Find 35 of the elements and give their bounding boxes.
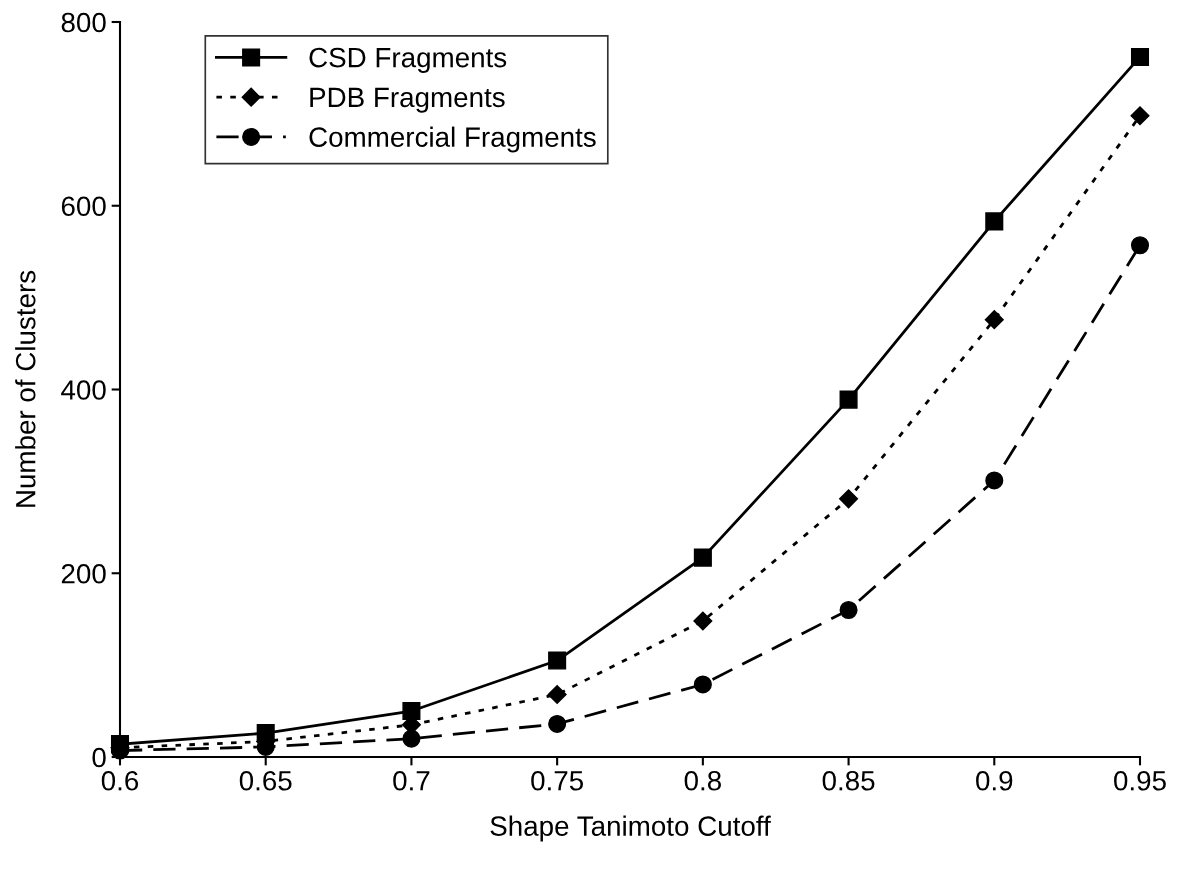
point [693, 548, 712, 567]
legend-label: CSD Fragments [309, 47, 507, 73]
point [402, 729, 421, 748]
point [693, 611, 713, 631]
point [839, 489, 859, 509]
y-tick-label: 200 [61, 563, 106, 584]
point [839, 390, 858, 409]
x-tick-label: 0.9 [976, 770, 1013, 791]
point [1130, 106, 1150, 126]
legend-label: Commercial Fragments [309, 126, 596, 153]
y-tick-label: 0 [92, 747, 106, 768]
y-tick-label: 600 [61, 196, 106, 217]
point [984, 310, 1004, 330]
x-tick-label: 0.85 [822, 770, 875, 791]
x-tick-label: 0.7 [393, 770, 430, 791]
point [985, 471, 1004, 490]
point [1130, 47, 1150, 66]
x-axis-title: Shape Tanimoto Cutoff [490, 815, 771, 842]
y-axis-title: Number of Clusters [15, 270, 36, 507]
x-tick-label: 0.6 [101, 770, 139, 791]
x-tick-label: 0.95 [1114, 770, 1166, 791]
point [985, 212, 1004, 231]
point [402, 702, 421, 721]
point [548, 651, 567, 670]
y-tick-label: 800 [61, 12, 106, 33]
x-tick-label: 0.75 [531, 770, 584, 791]
point [1130, 236, 1150, 255]
point [548, 714, 567, 733]
point [839, 600, 858, 620]
point [547, 684, 567, 705]
x-tick-label: 0.8 [684, 770, 721, 791]
x-tick-label: 0.65 [239, 770, 292, 791]
legend-label: PDB Fragments [310, 87, 505, 113]
y-tick-label: 400 [61, 380, 106, 400]
point [693, 675, 712, 694]
